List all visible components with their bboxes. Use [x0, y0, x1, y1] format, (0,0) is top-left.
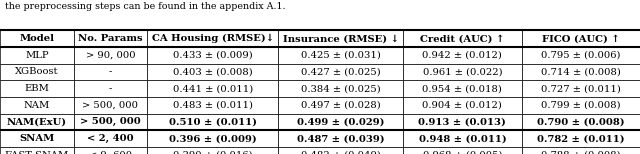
Text: the preprocessing steps can be found in the appendix A.1.: the preprocessing steps can be found in …: [5, 2, 285, 10]
